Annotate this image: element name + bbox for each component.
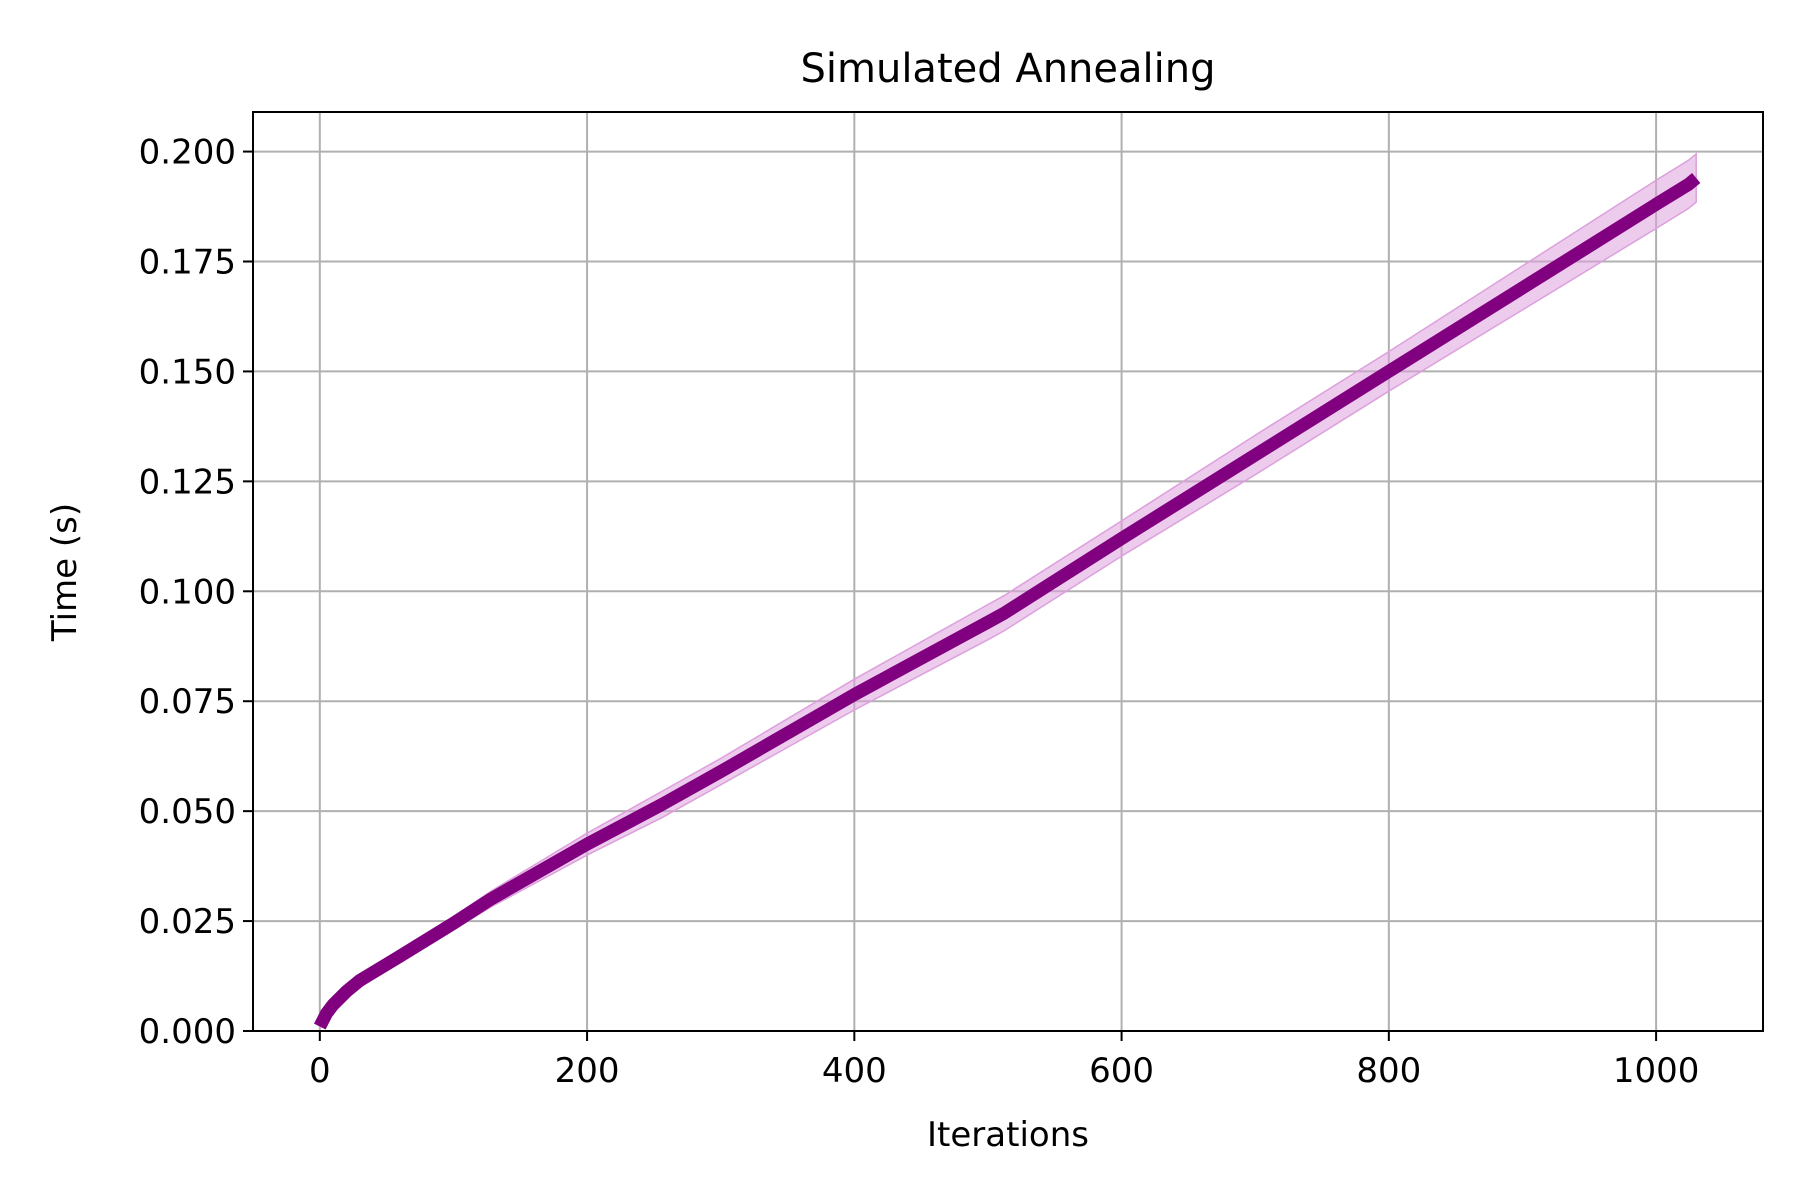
series-layer [314, 152, 1701, 1032]
y-tick-label: 0.175 [139, 243, 236, 283]
y-tick-label: 0.000 [139, 1012, 236, 1052]
y-tick-label: 0.125 [139, 462, 236, 502]
y-tick-label: 0.150 [139, 352, 236, 392]
chart-title: Simulated Annealing [801, 46, 1216, 92]
x-axis-label: Iterations [927, 1115, 1089, 1155]
y-tick-label: 0.075 [139, 682, 236, 722]
plot-frame [252, 111, 1764, 1032]
y-tick-label: 0.100 [139, 572, 236, 612]
grid [253, 112, 1763, 1032]
y-tick-label: 0.200 [139, 133, 236, 173]
y-tick-label: 0.050 [139, 792, 236, 832]
series-line [314, 172, 1701, 1030]
x-tick-label: 800 [1356, 1051, 1421, 1091]
x-tick-label: 200 [555, 1051, 620, 1091]
x-tick-label: 600 [1089, 1051, 1154, 1091]
x-tick-label: 400 [822, 1051, 887, 1091]
y-axis: 0.000 0.025 0.050 0.075 0.100 0.125 0.150 0.175… [139, 133, 253, 1052]
y-axis-label: Time (s) [45, 503, 85, 642]
x-tick-label: 0 [309, 1051, 331, 1091]
y-tick-label: 0.025 [139, 902, 236, 942]
x-axis: 0 200 400 600 800 1000 [309, 1031, 1699, 1091]
x-tick-label: 1000 [1613, 1051, 1700, 1091]
